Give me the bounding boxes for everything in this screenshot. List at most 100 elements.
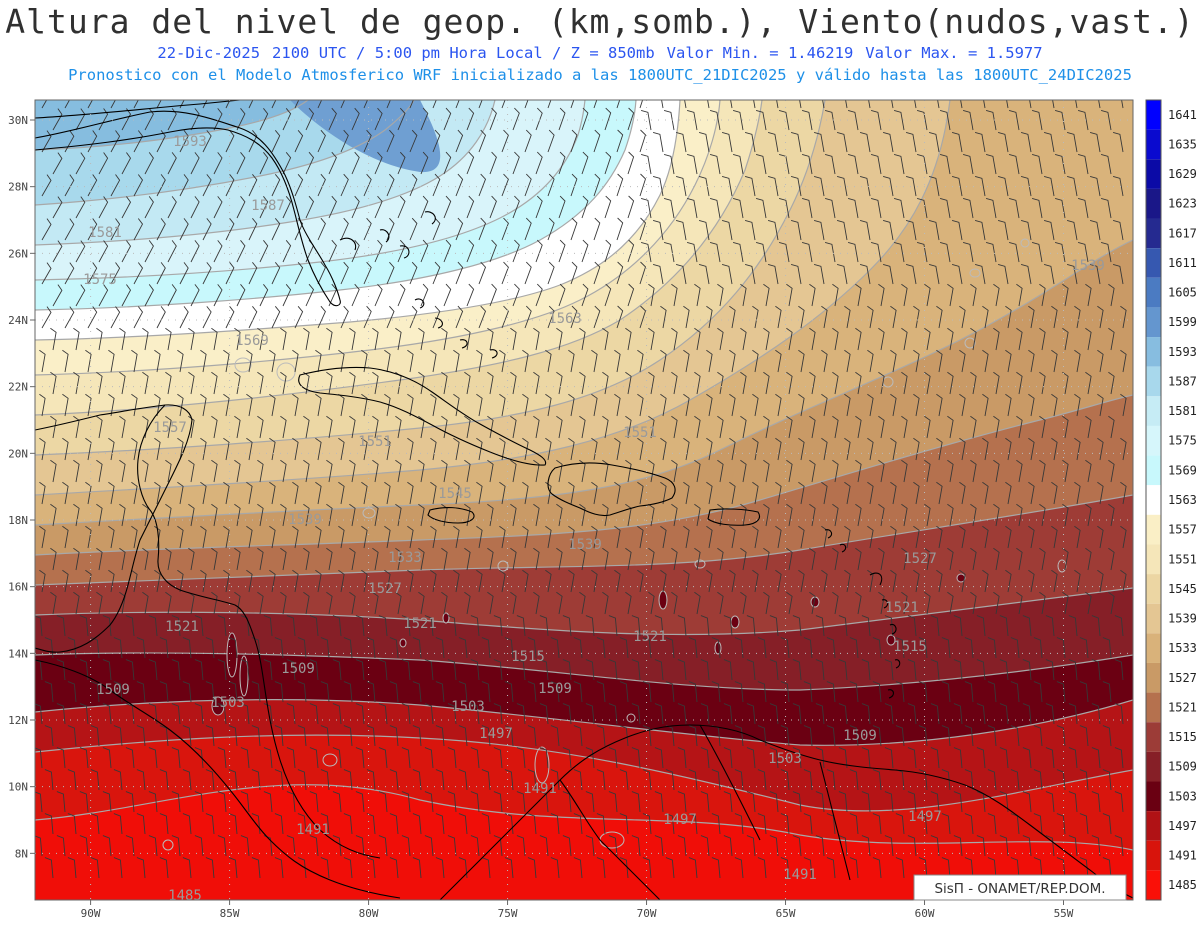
wind-barb: [1074, 393, 1081, 417]
wind-barb: [1006, 100, 1009, 109]
wind-barb: [535, 151, 543, 175]
lat-tick-label: 18N: [8, 514, 28, 527]
wind-barb: [328, 195, 337, 219]
wind-barb: [1054, 153, 1066, 175]
wind-barb: [211, 459, 218, 483]
wind-barb: [240, 659, 250, 681]
wind-barb: [836, 131, 848, 153]
wind-barb: [234, 327, 241, 351]
wind-barb: [982, 569, 989, 593]
wind-barb: [516, 791, 526, 813]
wind-barb: [614, 437, 621, 461]
wind-barb: [320, 637, 330, 659]
wind-barb: [194, 659, 204, 681]
wind-barb: [432, 173, 441, 197]
wind-barb: [131, 349, 138, 373]
wind-barb: [700, 791, 710, 813]
wind-barb: [282, 108, 292, 131]
wind-barb: [271, 262, 281, 285]
wind-barb: [709, 153, 721, 175]
wind-barb: [188, 415, 195, 439]
wind-barb: [328, 239, 337, 263]
wind-barb: [87, 100, 93, 109]
wind-barb: [614, 481, 621, 505]
light-cells: [162, 238, 1067, 851]
wind-barb: [550, 857, 560, 879]
wind-barb: [974, 131, 986, 153]
wind-barb: [901, 371, 908, 395]
wind-barb: [211, 591, 218, 615]
wind-barb: [803, 681, 813, 703]
wind-barb: [1051, 481, 1058, 505]
wind-barb: [110, 218, 121, 241]
wind-barb: [489, 151, 497, 175]
colorbar-segment: [1146, 100, 1161, 130]
wind-barb: [746, 835, 756, 857]
wind-barb: [985, 109, 997, 131]
wind-barb: [694, 371, 701, 395]
wind-barb: [671, 459, 678, 483]
wind-barb: [671, 283, 678, 307]
wind-barb: [481, 813, 491, 835]
contour-label: 1593: [173, 134, 207, 150]
wind-barb: [878, 415, 885, 439]
wind-barb: [41, 174, 52, 197]
wind-barb: [639, 173, 647, 197]
map-frame: [34, 99, 1134, 901]
wind-barb: [913, 393, 920, 417]
wind-barb: [317, 100, 323, 109]
wind-barb: [729, 569, 736, 593]
wind-barb: [455, 261, 464, 285]
wind-barb: [119, 547, 126, 571]
wind-barb: [836, 175, 848, 197]
contour-label: 1521: [885, 600, 919, 616]
wind-barb: [286, 615, 296, 637]
wind-barb: [568, 525, 575, 549]
wind-barb: [1016, 459, 1023, 483]
wind-barb: [355, 615, 365, 637]
wind-barb: [338, 349, 345, 373]
wind-barb: [637, 349, 644, 373]
wind-barb: [1062, 503, 1069, 527]
wind-barb: [723, 615, 733, 637]
wind-barb: [826, 725, 836, 747]
wind-barb: [73, 371, 80, 395]
wind-barb: [407, 525, 414, 549]
wind-barb: [384, 525, 391, 549]
wind-barb: [110, 174, 121, 197]
wind-barb: [87, 130, 98, 153]
lat-tick-label: 24N: [8, 314, 28, 327]
wind-barb: [1022, 615, 1032, 637]
wind-barb: [568, 349, 575, 373]
wind-barb: [470, 747, 480, 769]
wind-barb: [131, 481, 138, 505]
colorbar-segment: [1146, 396, 1161, 426]
wind-barb: [775, 393, 782, 417]
wind-barb: [395, 547, 402, 571]
wind-barb: [271, 218, 281, 241]
wind-barb: [813, 219, 825, 241]
coastlines: [35, 100, 1133, 900]
wind-barb: [591, 569, 598, 593]
wind-barb: [870, 153, 882, 175]
wind-barb: [67, 769, 77, 791]
wind-barb: [671, 591, 678, 615]
wind-barb: [568, 481, 575, 505]
wind-barb: [1079, 681, 1089, 703]
wind-barb: [1075, 100, 1078, 109]
wind-barb: [625, 327, 632, 351]
wind-barb: [562, 659, 572, 681]
wind-barb: [604, 151, 612, 175]
wind-barb: [976, 615, 986, 637]
wind-barb: [67, 725, 77, 747]
wind-barb: [558, 151, 566, 175]
wind-barb: [200, 481, 207, 505]
wind-barb: [729, 305, 736, 329]
wind-barb: [721, 263, 733, 285]
wind-barb: [378, 747, 388, 769]
wind-barb: [631, 615, 641, 637]
wind-barb: [547, 100, 552, 109]
wind-barb: [386, 129, 395, 153]
wind-barb: [905, 219, 917, 241]
wind-barb: [1085, 459, 1092, 483]
